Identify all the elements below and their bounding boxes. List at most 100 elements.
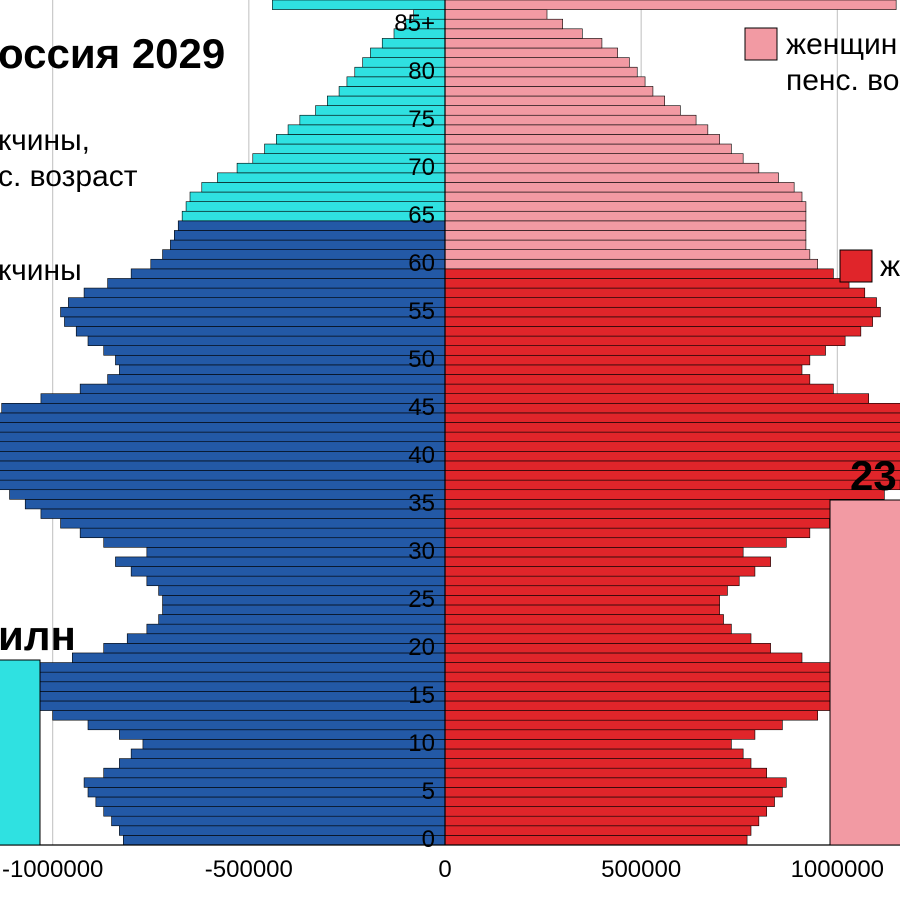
- bar-male: [182, 211, 445, 221]
- y-tick: 85+: [394, 10, 435, 37]
- bar-male: [159, 586, 445, 596]
- bar-female: [445, 374, 810, 384]
- y-tick: 65: [408, 202, 435, 229]
- legend-swatch-female-pension: [745, 28, 777, 60]
- bar-female: [445, 346, 826, 356]
- bar-female: [445, 432, 900, 442]
- bar-female: [445, 567, 755, 577]
- bar-female: [445, 605, 720, 615]
- bar-female: [445, 288, 865, 298]
- bar-female: [445, 384, 833, 394]
- y-tick: 70: [408, 154, 435, 181]
- bar-female: [445, 499, 869, 509]
- bar-male: [327, 96, 445, 106]
- bar-female: [445, 0, 896, 10]
- bar-male: [112, 816, 445, 826]
- bar-female: [445, 326, 861, 336]
- bar-male: [0, 480, 445, 490]
- bar-female: [445, 230, 806, 240]
- bar-male: [0, 423, 445, 433]
- summary-right-label: 23: [850, 452, 897, 499]
- bar-male: [339, 86, 445, 96]
- bar-female: [445, 106, 680, 116]
- x-tick: 500000: [601, 856, 681, 883]
- bar-female: [445, 86, 653, 96]
- bar-female: [445, 768, 767, 778]
- bar-male: [170, 240, 445, 250]
- bar-female: [445, 77, 645, 87]
- bar-female: [445, 826, 751, 836]
- bar-male: [115, 355, 445, 365]
- bar-female: [445, 202, 806, 212]
- y-tick: 45: [408, 394, 435, 421]
- summary-left-label: илн: [0, 612, 76, 659]
- bar-female: [445, 461, 900, 471]
- y-tick: 75: [408, 106, 435, 133]
- bar-female: [445, 163, 759, 173]
- bar-male: [131, 269, 445, 279]
- bar-female: [445, 739, 731, 749]
- bar-male: [80, 528, 445, 538]
- summary-right-bar: [830, 500, 900, 845]
- bar-male: [68, 298, 445, 308]
- bar-female: [445, 471, 900, 481]
- bar-male: [147, 624, 445, 634]
- legend-male-pension: кчины,: [0, 124, 90, 157]
- bar-female: [445, 711, 818, 721]
- bar-female: [445, 547, 743, 557]
- bar-male: [115, 557, 445, 567]
- bar-female: [445, 365, 802, 375]
- bar-male: [123, 835, 445, 845]
- bar-female: [445, 797, 775, 807]
- bar-male: [190, 192, 445, 202]
- bar-male: [104, 643, 445, 653]
- bar-female: [445, 451, 900, 461]
- y-tick: 0: [422, 826, 435, 853]
- bar-female: [445, 403, 900, 413]
- bar-female: [445, 653, 802, 663]
- y-tick: 20: [408, 634, 435, 661]
- bar-female: [445, 182, 794, 192]
- bar-male: [104, 807, 445, 817]
- bar-female: [445, 269, 833, 279]
- bar-female: [445, 19, 563, 29]
- bar-female: [445, 134, 720, 144]
- bar-female: [445, 528, 810, 538]
- bar-male: [88, 336, 445, 346]
- bar-female: [445, 807, 767, 817]
- bar-female: [445, 557, 771, 567]
- bar-male: [131, 567, 445, 577]
- bar-male: [104, 538, 445, 548]
- bar-male: [159, 615, 445, 625]
- y-tick: 25: [408, 586, 435, 613]
- bar-male: [108, 374, 445, 384]
- bar-male: [272, 0, 445, 10]
- bar-female: [445, 749, 743, 759]
- bar-female: [445, 58, 629, 68]
- bar-female: [445, 519, 829, 529]
- bar-female: [445, 221, 806, 231]
- bar-male: [119, 365, 445, 375]
- bar-male: [104, 346, 445, 356]
- legend-female-pension: женщин: [786, 28, 897, 61]
- legend-male: кчины: [0, 254, 82, 287]
- bar-female: [445, 663, 833, 673]
- bar-male: [2, 403, 445, 413]
- bar-male: [2, 672, 445, 682]
- y-tick: 50: [408, 346, 435, 373]
- bar-female: [445, 144, 731, 154]
- bar-female: [445, 355, 810, 365]
- bar-male: [119, 826, 445, 836]
- bar-male: [163, 595, 445, 605]
- bar-male: [0, 461, 445, 471]
- legend-female: же: [880, 250, 900, 283]
- bar-female: [445, 442, 900, 452]
- bar-male: [186, 202, 445, 212]
- y-tick: 30: [408, 538, 435, 565]
- x-tick: 0: [438, 856, 451, 883]
- bar-female: [445, 240, 806, 250]
- bar-male: [37, 663, 445, 673]
- bar-female: [445, 115, 696, 125]
- y-tick: 60: [408, 250, 435, 277]
- bar-female: [445, 259, 818, 269]
